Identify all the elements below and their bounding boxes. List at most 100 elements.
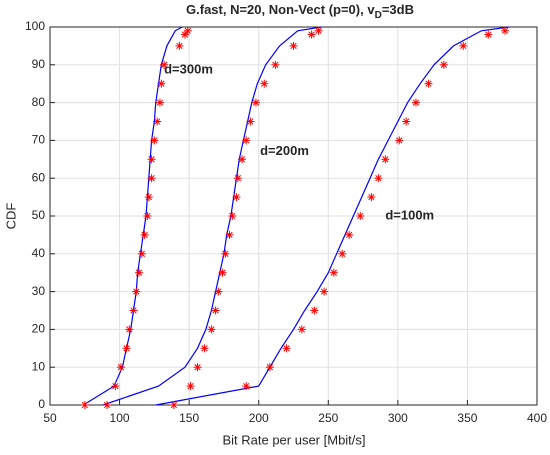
marker-stroke xyxy=(158,80,165,87)
marker-stroke xyxy=(222,250,229,257)
asterisk-marker xyxy=(175,41,184,50)
marker-stroke xyxy=(247,118,254,125)
asterisk-marker xyxy=(80,401,89,409)
asterisk-marker xyxy=(214,287,223,296)
asterisk-marker xyxy=(207,325,216,334)
asterisk-marker xyxy=(307,30,316,39)
asterisk-marker xyxy=(157,79,166,88)
y-tick-label: 50 xyxy=(32,208,46,222)
marker-stroke xyxy=(233,193,240,201)
marker-stroke xyxy=(412,99,420,106)
asterisk-marker xyxy=(221,249,230,258)
title-part: G.fast, N=20, Non-Vect (p=0), v xyxy=(186,2,375,17)
asterisk-marker xyxy=(439,60,448,69)
curve-label: d=300m xyxy=(164,62,213,77)
cdf-line xyxy=(155,26,510,406)
asterisk-marker xyxy=(137,249,146,258)
asterisk-marker xyxy=(147,174,156,183)
asterisk-marker xyxy=(260,79,269,88)
asterisk-marker xyxy=(144,193,153,202)
marker-stroke xyxy=(138,250,145,257)
marker-stroke xyxy=(135,269,143,276)
chart-title: G.fast, N=20, Non-Vect (p=0), vD=3dB xyxy=(186,2,414,20)
y-tick-label: 40 xyxy=(32,246,46,260)
curve-label: d=100m xyxy=(385,207,434,222)
marker-stroke xyxy=(460,42,467,50)
marker-stroke xyxy=(243,382,250,390)
asterisk-marker xyxy=(395,136,404,145)
asterisk-marker xyxy=(246,117,255,126)
asterisk-marker xyxy=(367,193,376,202)
asterisk-marker xyxy=(218,268,227,277)
marker-stroke xyxy=(181,31,189,38)
y-axis-label: CDF xyxy=(3,203,18,230)
marker-stroke xyxy=(272,61,279,68)
asterisk-marker xyxy=(484,30,493,39)
y-tick-label: 80 xyxy=(32,95,46,109)
marker-stroke xyxy=(266,364,273,371)
asterisk-marker xyxy=(411,98,420,107)
marker-stroke xyxy=(219,269,226,276)
marker-stroke xyxy=(130,307,137,314)
asterisk-marker xyxy=(381,155,390,164)
asterisk-marker xyxy=(111,382,120,391)
asterisk-marker xyxy=(500,26,509,35)
marker-stroke xyxy=(148,156,155,163)
x-tick-label: 350 xyxy=(457,411,477,425)
asterisk-marker xyxy=(338,249,347,258)
marker-stroke xyxy=(283,345,290,352)
marker-stroke xyxy=(156,99,164,106)
marker-stroke xyxy=(123,345,130,352)
marker-stroke xyxy=(375,175,382,182)
marker-stroke xyxy=(126,326,133,333)
asterisk-marker xyxy=(122,344,131,353)
asterisk-marker xyxy=(314,26,323,35)
asterisk-marker xyxy=(374,174,383,183)
marker-stroke xyxy=(133,288,140,295)
asterisk-marker xyxy=(186,382,195,391)
asterisk-marker xyxy=(132,287,141,296)
marker-stroke xyxy=(229,212,236,220)
marker-stroke xyxy=(339,250,346,257)
asterisk-marker xyxy=(183,26,192,35)
marker-stroke xyxy=(81,401,88,409)
y-tick-label: 30 xyxy=(32,284,46,298)
asterisk-marker xyxy=(251,98,260,107)
asterisk-marker xyxy=(329,268,338,277)
marker-stroke xyxy=(201,345,208,352)
asterisk-marker xyxy=(116,363,125,372)
plot-frame xyxy=(49,26,538,406)
asterisk-marker xyxy=(424,79,433,88)
asterisk-marker xyxy=(282,344,291,353)
marker-stroke xyxy=(315,27,322,34)
marker-stroke xyxy=(145,193,152,201)
y-tick-label: 0 xyxy=(38,397,45,411)
cdf-line xyxy=(83,26,183,406)
asterisk-marker xyxy=(297,325,306,334)
asterisk-marker xyxy=(169,401,178,409)
y-tick-label: 10 xyxy=(32,359,46,373)
marker-stroke xyxy=(144,212,151,220)
marker-stroke xyxy=(346,231,353,239)
marker-stroke xyxy=(215,288,222,295)
marker-stroke xyxy=(261,80,268,87)
marker-stroke xyxy=(440,61,447,68)
asterisk-marker xyxy=(345,230,354,239)
asterisk-marker xyxy=(150,136,159,145)
y-tick-label: 60 xyxy=(32,170,46,184)
marker-stroke xyxy=(234,175,241,182)
asterisk-marker xyxy=(289,41,298,50)
x-tick-label: 200 xyxy=(249,411,269,425)
x-tick-label: 150 xyxy=(179,411,199,425)
asterisk-marker xyxy=(225,230,234,239)
y-tick-label: 100 xyxy=(25,19,45,33)
marker-stroke xyxy=(153,118,161,125)
x-tick-label: 400 xyxy=(527,411,547,425)
asterisk-marker xyxy=(140,230,149,239)
asterisk-marker xyxy=(180,30,189,39)
asterisk-marker xyxy=(160,60,169,69)
marker-stroke xyxy=(160,61,168,68)
asterisk-marker xyxy=(310,306,319,315)
marker-stroke xyxy=(330,269,338,276)
